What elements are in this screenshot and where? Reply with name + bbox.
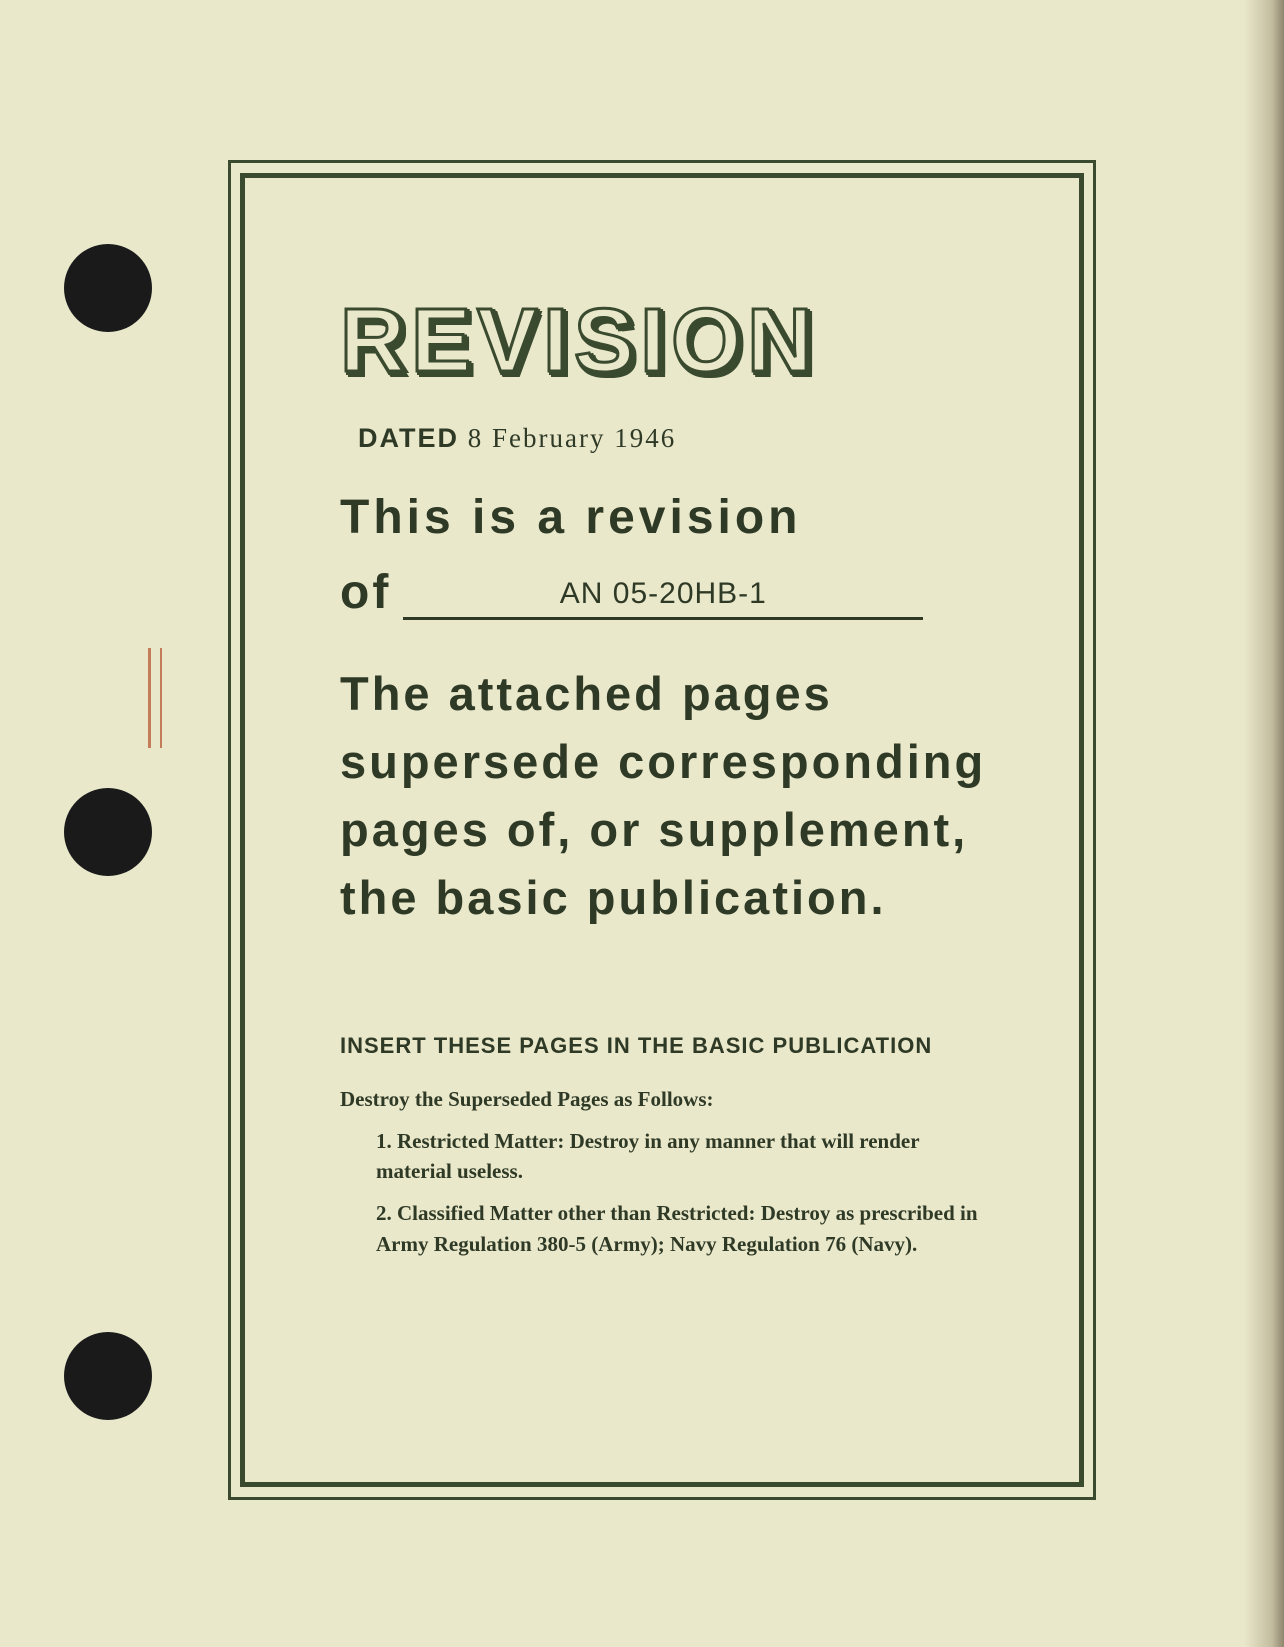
punch-hole-icon [64,244,152,332]
revision-intro: This is a revision [340,490,1000,545]
page-edge-shadow [1244,0,1284,1647]
doc-number-blank: AN 05-20HB-1 [403,577,923,620]
supersede-body: The attached pages supersede corre­spond… [340,660,1000,933]
insert-header: INSERT THESE PAGES IN THE BASIC PUBLICAT… [340,1033,1000,1059]
destroy-item: 2. Classified Matter other than Restrict… [340,1198,1000,1259]
binding-stitch-icon [148,648,162,748]
of-label: of [340,565,391,620]
document-content: REVISION DATED 8 February 1946 This is a… [340,290,1000,1271]
revision-title: REVISION [340,290,1000,393]
dated-label: DATED [358,423,459,453]
punch-hole-icon [64,1332,152,1420]
punch-hole-icon [64,788,152,876]
dated-line: DATED 8 February 1946 [358,423,1000,454]
destroy-item: 1. Restricted Matter: Destroy in any man… [340,1126,1000,1187]
scanned-page: REVISION DATED 8 February 1946 This is a… [0,0,1284,1647]
dated-value: 8 February 1946 [468,423,676,453]
of-line: of AN 05-20HB-1 [340,565,1000,620]
destroy-intro: Destroy the Superseded Pages as Follows: [340,1087,1000,1112]
